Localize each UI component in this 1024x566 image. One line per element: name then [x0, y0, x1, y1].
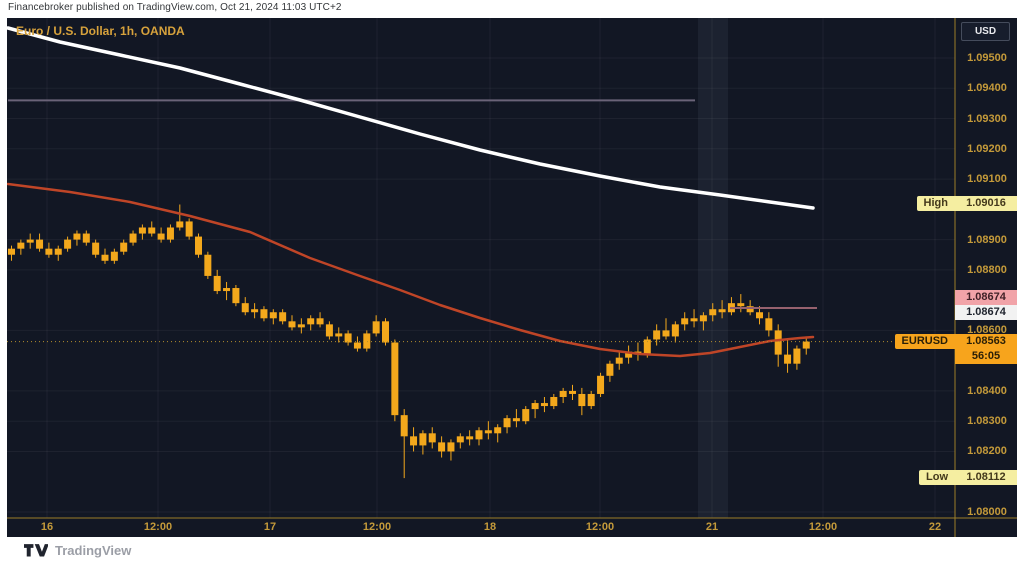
price-tick-label: 1.08900 [967, 233, 1007, 246]
last-price-column: 1.08563 56:05 [955, 333, 1017, 364]
last-price-value: 1.08563 [955, 333, 1017, 349]
price-tick-label: 1.08800 [967, 263, 1007, 276]
price-tick-label: 1.09300 [967, 112, 1007, 125]
attribution-text: Financebroker published on TradingView.c… [8, 2, 342, 13]
price-tick-label: 1.09200 [967, 142, 1007, 155]
price-tick-label: 1.08000 [967, 506, 1007, 518]
currency-button[interactable]: USD [961, 22, 1010, 41]
level-price-value-pink: 1.08674 [955, 290, 1017, 305]
candlestick-chart-canvas[interactable] [7, 18, 1017, 537]
time-tick-label: 21 [705, 521, 719, 533]
price-tick-label: 1.08200 [967, 445, 1007, 458]
low-price-marker: Low 1.08112 [919, 470, 1017, 486]
tradingview-logo-label[interactable]: TradingView [55, 543, 132, 558]
time-tick-label: 12:00 [362, 521, 392, 533]
footer: TradingView [24, 543, 131, 558]
price-tick-label: 1.08400 [967, 384, 1007, 397]
price-tick-label: 1.09400 [967, 82, 1007, 95]
time-tick-label: 16 [40, 521, 54, 533]
time-tick-label: 12:00 [808, 521, 838, 533]
time-tick-label: 12:00 [585, 521, 615, 533]
high-price-marker: High 1.09016 [916, 196, 1017, 212]
level-price-value-white: 1.08674 [955, 305, 1017, 320]
bar-countdown: 56:05 [955, 348, 1017, 364]
high-price-value: 1.09016 [955, 196, 1017, 212]
time-tick-label: 12:00 [143, 521, 173, 533]
last-price-marker: EURUSD 1.08563 56:05 [894, 333, 1017, 364]
chart-symbol-title: Euro / U.S. Dollar, 1h, OANDA [16, 24, 185, 38]
price-tick-label: 1.09500 [967, 52, 1007, 64]
time-tick-label: 17 [263, 521, 277, 533]
low-price-value: 1.08112 [955, 470, 1017, 486]
level-price-marker-white: 1.08674 [955, 305, 1017, 320]
chart-area[interactable]: Euro / U.S. Dollar, 1h, OANDA USD 1.0950… [7, 18, 1017, 537]
symbol-tag: EURUSD [894, 333, 955, 349]
time-tick-label: 22 [928, 521, 942, 533]
tradingview-logo-icon[interactable] [24, 544, 48, 557]
price-tick-label: 1.08600 [967, 324, 1007, 337]
level-price-marker-pink: 1.08674 [955, 290, 1017, 305]
price-tick-label: 1.09100 [967, 173, 1007, 186]
time-tick-label: 18 [483, 521, 497, 533]
high-tag: High [916, 196, 955, 212]
price-tick-label: 1.08300 [967, 415, 1007, 428]
low-tag: Low [919, 470, 955, 486]
